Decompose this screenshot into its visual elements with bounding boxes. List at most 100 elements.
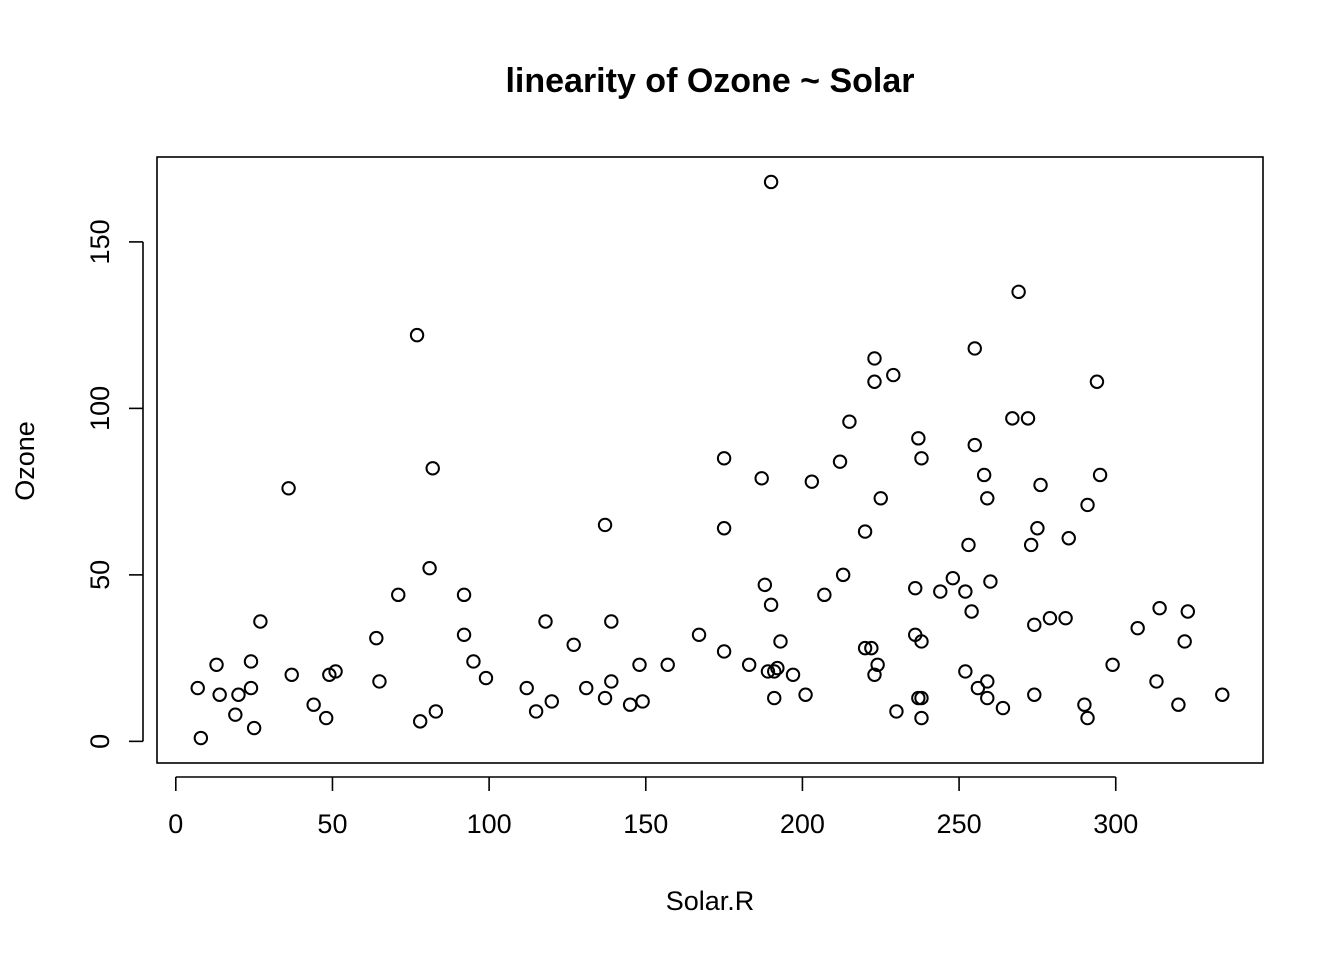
x-tick-label: 300: [1093, 809, 1138, 839]
data-point: [1092, 467, 1108, 483]
data-point: [1027, 617, 1042, 633]
x-tick-label: 0: [168, 809, 183, 839]
data-point: [1130, 620, 1145, 636]
data-point: [284, 667, 299, 682]
data-point: [372, 674, 387, 689]
x-axis: 0 50 100 150 200 250 300: [168, 776, 1138, 839]
data-point: [456, 627, 472, 643]
data-point: [528, 704, 544, 719]
data-point: [763, 174, 779, 190]
data-point: [958, 584, 973, 599]
data-point: [422, 561, 437, 576]
data-point: [870, 657, 885, 672]
x-tick-label: 150: [623, 809, 668, 839]
data-point: [976, 467, 992, 483]
data-points: [190, 174, 1230, 746]
data-point: [864, 640, 879, 656]
data-point: [369, 630, 384, 646]
data-point: [911, 690, 926, 706]
data-point: [253, 614, 268, 629]
data-point: [914, 710, 929, 726]
data-point: [741, 657, 757, 672]
y-tick-label: 0: [85, 734, 115, 749]
data-point: [478, 670, 494, 686]
data-point: [1105, 657, 1120, 672]
data-point: [1152, 600, 1167, 616]
plot-frame: [156, 156, 1264, 764]
data-point: [767, 664, 782, 679]
data-point: [873, 491, 888, 506]
data-point: [428, 704, 444, 719]
data-point: [770, 660, 785, 676]
y-tick-label: 150: [85, 219, 115, 264]
data-point: [961, 537, 976, 553]
data-point: [597, 517, 613, 533]
data-point: [945, 571, 961, 586]
data-point: [281, 481, 296, 496]
data-point: [763, 597, 779, 613]
data-point: [1011, 284, 1026, 300]
data-point: [409, 327, 425, 343]
y-axis-label: Ozone: [10, 421, 40, 501]
data-point: [306, 697, 321, 712]
data-point: [579, 680, 594, 696]
data-point: [412, 714, 428, 729]
data-point: [798, 687, 813, 702]
data-point: [190, 680, 205, 696]
data-point: [1215, 687, 1230, 702]
data-point: [1171, 697, 1186, 712]
data-point: [964, 604, 979, 619]
data-point: [1061, 531, 1076, 546]
data-point: [1042, 610, 1058, 626]
data-point: [980, 491, 995, 506]
data-point: [817, 587, 832, 603]
data-point: [1180, 604, 1196, 619]
data-point: [842, 414, 857, 429]
x-tick-label: 50: [317, 809, 347, 839]
data-point: [889, 704, 904, 719]
data-point: [1058, 610, 1073, 626]
data-point: [716, 521, 732, 536]
data-point: [212, 687, 227, 702]
data-point: [914, 634, 929, 649]
data-point: [980, 674, 995, 689]
x-tick-label: 250: [937, 809, 982, 839]
data-point: [716, 644, 732, 659]
data-point: [914, 451, 929, 466]
data-point: [804, 474, 820, 489]
data-point: [391, 587, 406, 603]
data-point: [980, 690, 995, 706]
data-point: [773, 634, 788, 649]
data-point: [835, 567, 851, 583]
data-point: [228, 707, 243, 722]
data-point: [1020, 411, 1036, 426]
data-point: [970, 680, 986, 696]
chart-title: linearity of Ozone ~ Solar: [505, 62, 914, 100]
x-tick-label: 100: [467, 809, 512, 839]
data-point: [243, 654, 259, 669]
data-point: [1023, 537, 1039, 553]
data-point: [544, 694, 559, 709]
data-point: [519, 680, 534, 696]
data-point: [933, 584, 948, 599]
data-point: [1080, 497, 1095, 513]
y-tick-label: 100: [85, 386, 115, 431]
data-point: [691, 627, 707, 643]
data-point: [566, 637, 581, 652]
y-axis: 0 50 100 150: [85, 219, 144, 749]
data-point: [597, 690, 613, 706]
data-point: [857, 524, 873, 539]
data-point: [754, 471, 769, 486]
data-point: [1030, 521, 1045, 536]
data-point: [1033, 477, 1048, 493]
data-point: [538, 614, 553, 629]
data-point: [622, 697, 638, 712]
data-point: [886, 367, 901, 383]
data-point: [660, 657, 675, 672]
data-point: [832, 454, 848, 469]
data-point: [231, 687, 246, 702]
data-point: [785, 667, 801, 682]
data-point: [246, 720, 262, 736]
data-point: [1077, 697, 1092, 712]
